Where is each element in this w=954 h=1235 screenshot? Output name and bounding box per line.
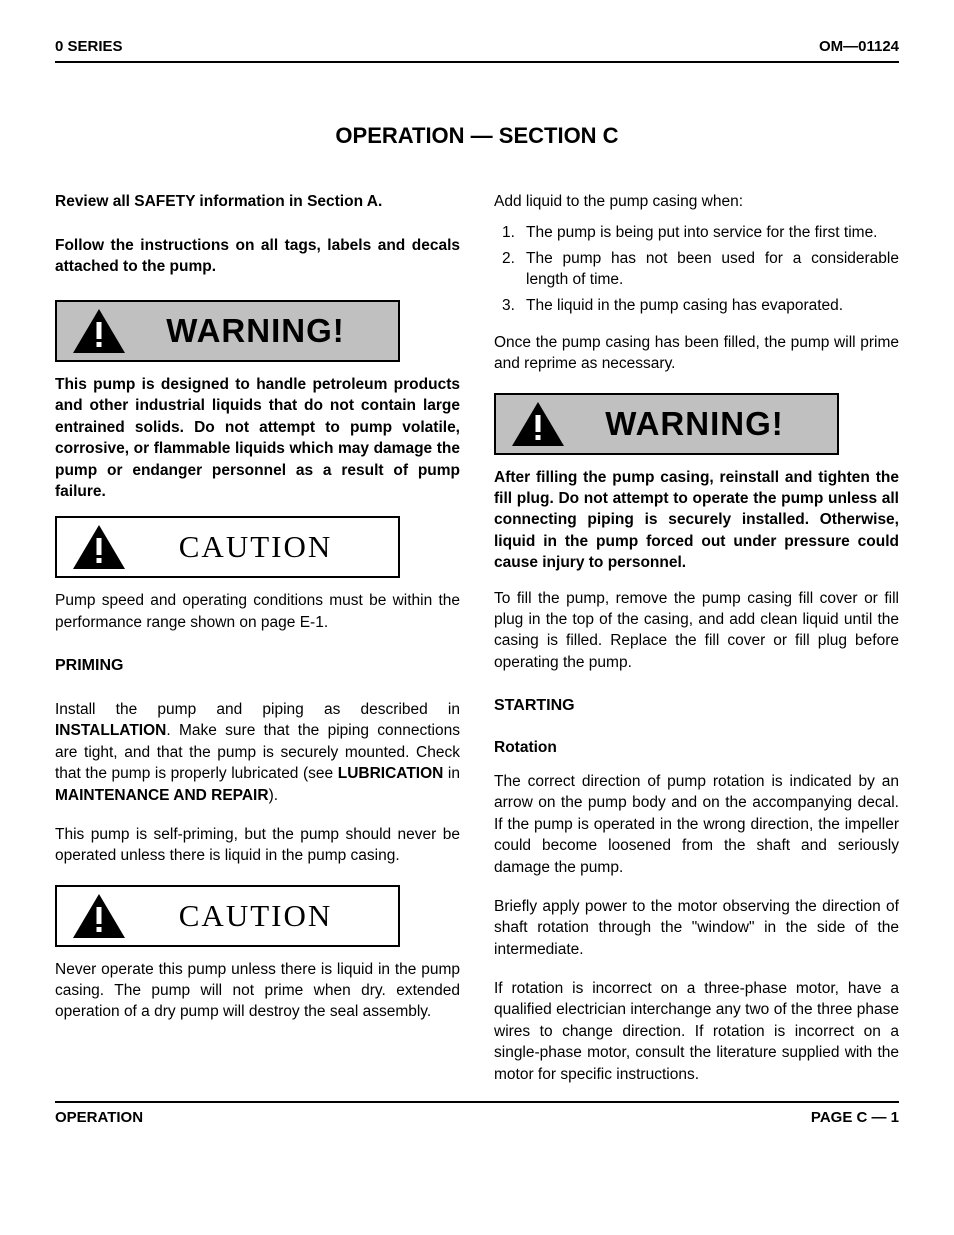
list-num: 3. bbox=[502, 295, 515, 316]
priming-p1-b1: INSTALLATION bbox=[55, 722, 166, 739]
caution-triangle-icon-1 bbox=[71, 523, 127, 571]
rotation-p2: Briefly apply power to the motor observi… bbox=[494, 896, 899, 960]
rotation-p3: If rotation is incorrect on a three-phas… bbox=[494, 978, 899, 1085]
priming-p1: Install the pump and piping as described… bbox=[55, 699, 460, 806]
header-left: 0 SERIES bbox=[55, 38, 123, 55]
intro-line-1: Review all SAFETY information in Section… bbox=[55, 191, 460, 213]
header-right: OM—01124 bbox=[819, 38, 899, 55]
caution-triangle-icon-2 bbox=[71, 892, 127, 940]
starting-heading: STARTING bbox=[494, 697, 899, 715]
warning-triangle-icon-2 bbox=[510, 400, 566, 448]
priming-heading: PRIMING bbox=[55, 657, 460, 675]
caution-label-1: CAUTION bbox=[127, 529, 398, 565]
right-column: Add liquid to the pump casing when: 1. Th… bbox=[494, 191, 899, 1085]
priming-p1-b3: MAINTENANCE AND REPAIR bbox=[55, 787, 269, 804]
list-text-1: The pump is being put into service for t… bbox=[526, 224, 878, 241]
warning-triangle-icon bbox=[71, 307, 127, 355]
warning-box-1: WARNING! bbox=[55, 300, 400, 362]
list-text-3: The liquid in the pump casing has evapor… bbox=[526, 297, 843, 314]
warning-label-1: WARNING! bbox=[127, 312, 398, 350]
caution-label-2: CAUTION bbox=[127, 898, 398, 934]
list-num: 2. bbox=[502, 248, 515, 269]
intro-line-2: Follow the instructions on all tags, lab… bbox=[55, 235, 460, 278]
add-liquid-list: 1. The pump is being put into service for… bbox=[494, 222, 899, 316]
priming-p1-b2: LUBRICATION bbox=[338, 765, 444, 782]
rotation-p1: The correct direction of pump rotation i… bbox=[494, 771, 899, 878]
caution-text-1: Pump speed and operating conditions must… bbox=[55, 590, 460, 633]
caution-box-1: CAUTION bbox=[55, 516, 400, 578]
list-item: 2.The pump has not been used for a consi… bbox=[526, 248, 899, 291]
caution-text-2: Never operate this pump unless there is … bbox=[55, 959, 460, 1023]
warning-text-1: This pump is designed to handle petroleu… bbox=[55, 374, 460, 502]
priming-p1-pre: Install the pump and piping as described… bbox=[55, 701, 460, 718]
caution-box-2: CAUTION bbox=[55, 885, 400, 947]
section-title: OPERATION — SECTION C bbox=[55, 123, 899, 149]
list-num: 1. bbox=[502, 222, 515, 243]
priming-p1-mid2: in bbox=[443, 765, 460, 782]
content-columns: Review all SAFETY information in Section… bbox=[55, 191, 899, 1085]
warning-box-2: WARNING! bbox=[494, 393, 839, 455]
list-text-2: The pump has not been used for a conside… bbox=[526, 250, 899, 288]
fill-text: To fill the pump, remove the pump casing… bbox=[494, 588, 899, 674]
page-footer: OPERATION PAGE C — 1 bbox=[55, 1101, 899, 1126]
once-filled-text: Once the pump casing has been filled, th… bbox=[494, 332, 899, 375]
left-column: Review all SAFETY information in Section… bbox=[55, 191, 460, 1085]
rotation-heading: Rotation bbox=[494, 739, 899, 757]
warning-label-2: WARNING! bbox=[566, 405, 837, 443]
warning-text-2: After filling the pump casing, reinstall… bbox=[494, 467, 899, 574]
list-item: 3.The liquid in the pump casing has evap… bbox=[526, 295, 899, 316]
footer-right: PAGE C — 1 bbox=[811, 1109, 899, 1126]
list-item: 1.The pump is being put into service for… bbox=[526, 222, 899, 243]
footer-left: OPERATION bbox=[55, 1109, 143, 1126]
priming-p1-post: ). bbox=[269, 787, 278, 804]
priming-p2: This pump is self-priming, but the pump … bbox=[55, 824, 460, 867]
page-header: 0 SERIES OM—01124 bbox=[55, 38, 899, 63]
add-liquid-intro: Add liquid to the pump casing when: bbox=[494, 191, 899, 212]
